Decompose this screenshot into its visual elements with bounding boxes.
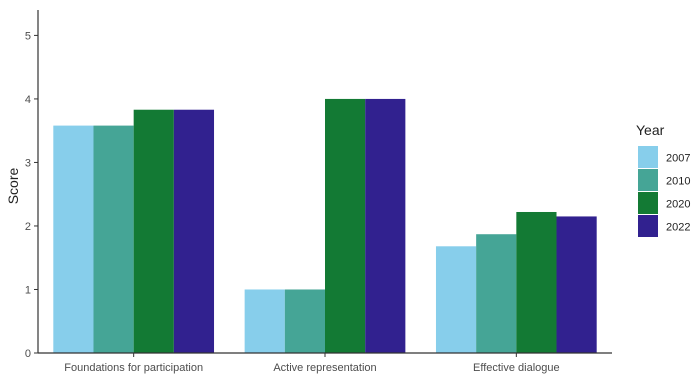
- y-tick-label: 5: [25, 30, 31, 42]
- bar: [516, 211, 557, 353]
- y-tick-label: 1: [25, 284, 31, 296]
- bar: [476, 234, 517, 353]
- bar: [325, 98, 366, 354]
- y-tick-label: 2: [25, 221, 31, 233]
- bar: [244, 289, 285, 353]
- legend-label: 2022: [666, 222, 690, 234]
- legend-key: [638, 146, 658, 168]
- bar: [556, 216, 597, 353]
- legend-key: [638, 215, 658, 237]
- bars-layer: [53, 98, 597, 354]
- bar: [133, 109, 174, 353]
- legend-key: [638, 169, 658, 191]
- bar: [93, 125, 134, 353]
- y-tick-label: 0: [25, 348, 31, 360]
- x-tick-label: Effective dialogue: [473, 362, 560, 374]
- bar: [365, 98, 406, 354]
- x-tick-label: Active representation: [273, 362, 376, 374]
- y-axis-title: Score: [5, 168, 21, 205]
- bar: [173, 109, 215, 353]
- bar: [53, 125, 94, 353]
- legend-items: 2007 2010 2020 2022: [638, 146, 690, 237]
- bar: [435, 246, 477, 353]
- legend-title: Year: [636, 122, 665, 138]
- legend-key: [638, 192, 658, 214]
- legend-label: 2007: [666, 153, 690, 165]
- x-tick-label: Foundations for participation: [64, 362, 203, 374]
- legend-label: 2010: [666, 176, 690, 188]
- x-ticks-layer: Foundations for participation Active repr…: [64, 353, 560, 374]
- bar: [284, 289, 325, 353]
- legend-label: 2020: [666, 199, 690, 211]
- legend: Year 2007 2010 2020 2022: [636, 122, 690, 237]
- y-tick-label: 3: [25, 157, 31, 169]
- y-ticks-layer: 0 1 2 3 4 5: [25, 30, 38, 360]
- y-tick-label: 4: [25, 94, 31, 106]
